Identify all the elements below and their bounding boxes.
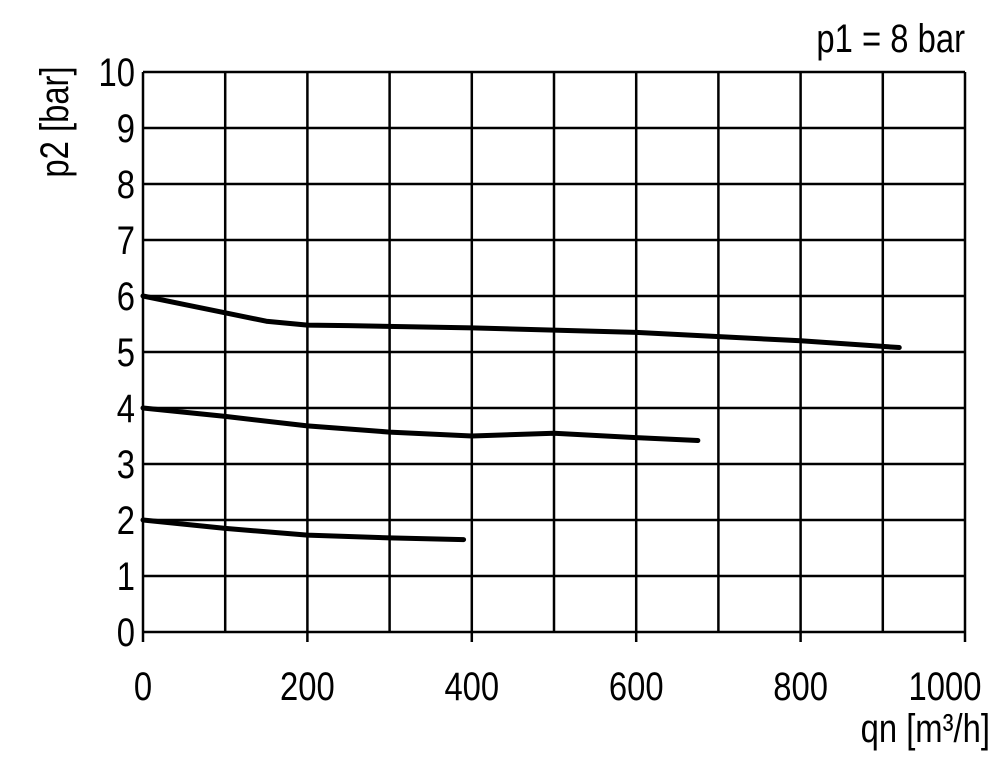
x-tick-label: 200 <box>280 664 335 709</box>
line <box>140 405 701 443</box>
annotation: p1 = 8 bar <box>816 16 965 61</box>
y-tick-label: 3 <box>117 442 135 487</box>
y-tick-label: 1 <box>117 554 135 599</box>
y-tick-label: 4 <box>117 386 135 431</box>
x-tick-label: 400 <box>444 664 499 709</box>
x-tick-label: 800 <box>773 664 828 709</box>
y-tick-label: 8 <box>117 162 135 207</box>
x-tick-label: 600 <box>609 664 664 709</box>
line <box>140 293 902 351</box>
y-tick-label: 9 <box>117 106 135 151</box>
x-tick-label: 1000 <box>909 664 982 709</box>
y-tick-label: 5 <box>117 330 135 375</box>
line <box>140 517 467 543</box>
y-tick-label: 10 <box>99 50 135 95</box>
y-axis-label: p2 [bar] <box>32 66 77 177</box>
x-tick-label: 0 <box>134 664 152 709</box>
y-tick-label: 7 <box>117 218 135 263</box>
y-tick-label: 0 <box>117 610 135 655</box>
y-tick-label: 6 <box>117 274 135 319</box>
y-tick-label: 2 <box>117 498 135 543</box>
x-axis-label: qn [m³/h] <box>861 706 990 751</box>
